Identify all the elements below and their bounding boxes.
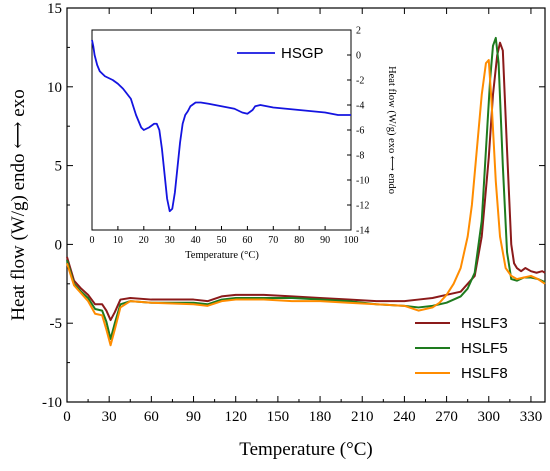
main-y-tick-label: 5 <box>55 159 63 175</box>
main-x-tick-label: 30 <box>102 409 117 425</box>
inset-axes: 0 10 20 30 40 50 60 70 80 90 10020-2-4-6-8-10-12-1… <box>90 26 370 247</box>
main-y-tick-label: -10 <box>42 395 62 411</box>
inset-y-tick-label: -6 <box>356 126 364 137</box>
inset-y-tick-label: -8 <box>356 151 364 162</box>
main-x-tick-label: 300 <box>478 409 501 425</box>
inset-x-tick-label: 20 <box>139 235 149 246</box>
legend-label-hslf8: HSLF8 <box>461 365 508 382</box>
inset-y-tick-label: -4 <box>356 101 364 112</box>
series-line-hsgp <box>91 39 351 213</box>
inset-plot: 0 10 20 30 40 50 60 70 80 90 10020-2-4-6-8-10-12-1… <box>89 26 397 261</box>
main-y-tick-label: 15 <box>47 1 62 17</box>
inset-y-tick-label: -14 <box>356 226 369 237</box>
main-y-tick-label: -5 <box>50 316 63 332</box>
inset-y-tick-label: -2 <box>356 76 364 87</box>
main-x-tick-label: 210 <box>351 409 374 425</box>
main-x-axis-title: Temperature (°C) <box>239 439 372 460</box>
legend-label-hslf5: HSLF5 <box>461 340 508 357</box>
inset-plot-background <box>89 30 351 230</box>
inset-x-tick-label: 90 <box>320 235 330 246</box>
inset-x-tick-label: 60 <box>242 235 252 246</box>
main-y-axis-title: Heat flow (W/g) endo ⟷ exo <box>8 89 29 320</box>
inset-x-tick-label: 50 <box>217 235 227 246</box>
main-x-tick-label: 120 <box>224 409 247 425</box>
inset-x-tick-label: 30 <box>165 235 175 246</box>
legend-label-hslf3: HSLF3 <box>461 315 508 332</box>
inset-legend-label-hsgp: HSGP <box>281 45 324 62</box>
main-x-tick-label: 0 <box>63 409 71 425</box>
main-series-group <box>66 36 546 347</box>
inset-x-tick-label: 0 <box>90 235 95 246</box>
main-y-tick-label: 10 <box>47 80 62 96</box>
inset-y-axis-title: Heat flow (W/g) exo ⟷ endo <box>386 66 397 194</box>
inset-legend: HSGP <box>237 45 324 62</box>
series-line-hslf8 <box>66 59 546 347</box>
inset-x-tick-label: 100 <box>344 235 359 246</box>
inset-x-axis-title: Temperature (°C) <box>185 250 259 261</box>
main-x-tick-label: 180 <box>309 409 332 425</box>
inset-y-tick-label: -10 <box>356 176 369 187</box>
main-x-tick-label: 90 <box>186 409 201 425</box>
main-y-tick-label: 0 <box>55 237 63 253</box>
inset-x-tick-label: 80 <box>294 235 304 246</box>
inset-x-tick-label: 40 <box>191 235 201 246</box>
main-axes: 0 30 60 90 120 150 180 210 240 270 300 330-10-50510… <box>42 1 545 425</box>
main-legend: HSLF3 HSLF5 HSLF8 <box>415 315 508 382</box>
inset-x-tick-label: 10 <box>113 235 123 246</box>
inset-series-group <box>91 39 351 213</box>
inset-y-tick-label: 2 <box>356 26 361 37</box>
main-x-tick-label: 60 <box>144 409 159 425</box>
main-x-tick-label: 150 <box>267 409 290 425</box>
inset-y-tick-label: -12 <box>356 201 369 212</box>
series-line-hslf3 <box>66 41 546 322</box>
inset-y-tick-label: 0 <box>356 51 361 62</box>
main-x-tick-label: 330 <box>520 409 543 425</box>
main-x-tick-label: 270 <box>435 409 458 425</box>
main-x-tick-label: 240 <box>393 409 416 425</box>
main-plot: 0 30 60 90 120 150 180 210 240 270 300 330-10-50510… <box>8 1 546 460</box>
inset-x-tick-label: 70 <box>268 235 278 246</box>
